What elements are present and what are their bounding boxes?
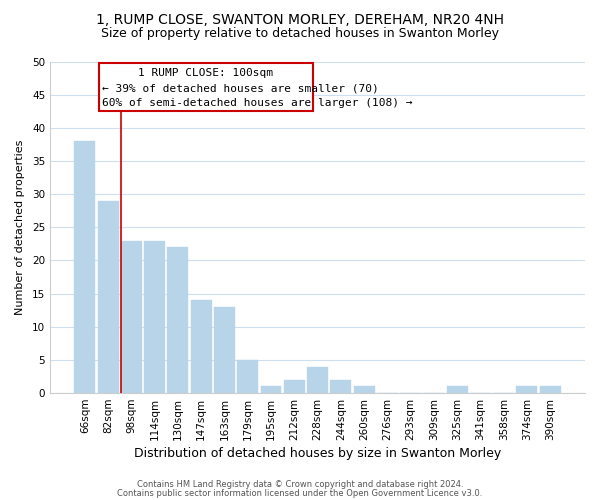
Text: 60% of semi-detached houses are larger (108) →: 60% of semi-detached houses are larger (… bbox=[102, 98, 413, 108]
Bar bbox=[74, 141, 95, 393]
Y-axis label: Number of detached properties: Number of detached properties bbox=[15, 140, 25, 315]
Text: ← 39% of detached houses are smaller (70): ← 39% of detached houses are smaller (70… bbox=[102, 83, 379, 93]
Bar bbox=[446, 386, 467, 393]
Bar bbox=[214, 307, 235, 393]
Text: 1, RUMP CLOSE, SWANTON MORLEY, DEREHAM, NR20 4NH: 1, RUMP CLOSE, SWANTON MORLEY, DEREHAM, … bbox=[96, 12, 504, 26]
Bar bbox=[260, 386, 281, 393]
Bar bbox=[284, 380, 305, 393]
Text: Contains public sector information licensed under the Open Government Licence v3: Contains public sector information licen… bbox=[118, 488, 482, 498]
Bar bbox=[540, 386, 560, 393]
Bar bbox=[191, 300, 212, 393]
Bar bbox=[307, 366, 328, 393]
FancyBboxPatch shape bbox=[99, 63, 313, 111]
Bar bbox=[517, 386, 538, 393]
Bar bbox=[121, 240, 142, 393]
X-axis label: Distribution of detached houses by size in Swanton Morley: Distribution of detached houses by size … bbox=[134, 447, 501, 460]
Bar bbox=[144, 240, 165, 393]
Text: Contains HM Land Registry data © Crown copyright and database right 2024.: Contains HM Land Registry data © Crown c… bbox=[137, 480, 463, 489]
Bar bbox=[353, 386, 374, 393]
Bar bbox=[98, 201, 119, 393]
Text: 1 RUMP CLOSE: 100sqm: 1 RUMP CLOSE: 100sqm bbox=[139, 68, 274, 78]
Bar bbox=[237, 360, 258, 393]
Bar bbox=[331, 380, 351, 393]
Text: Size of property relative to detached houses in Swanton Morley: Size of property relative to detached ho… bbox=[101, 28, 499, 40]
Bar bbox=[167, 247, 188, 393]
